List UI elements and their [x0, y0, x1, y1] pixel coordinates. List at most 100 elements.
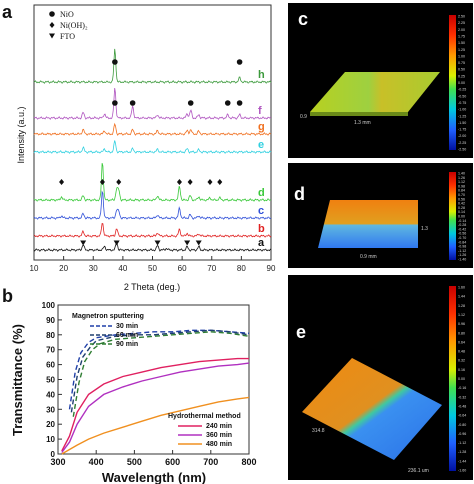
afm-d-surface: [318, 200, 418, 248]
xrd-series-label-e: e: [258, 139, 264, 151]
nio-marker: [187, 100, 194, 106]
afm-panel-e: e 314.8 236.1 um 1.60 1.44 1.28 1.12 0.96 0.8…: [288, 275, 473, 480]
fto-marker: [80, 240, 87, 246]
transmittance-y-tick-label: 40: [46, 390, 55, 399]
xrd-y-axis-label: Intensity (a.u.): [16, 106, 26, 163]
nio-marker: [112, 59, 118, 65]
transmittance-plot-frame: [57, 304, 250, 455]
colorbar-tick-label: 0.42: [458, 202, 465, 206]
transmittance-y-tick-label: 100: [42, 301, 56, 310]
colorbar-tick-label: 0.00: [458, 81, 465, 85]
colorbar-tick-label: 0.16: [458, 368, 465, 372]
afm-c-surface: [310, 72, 440, 112]
transmittance-series-480-min: [61, 396, 250, 455]
transmittance-x-axis-label: Wavelength (nm): [102, 470, 206, 484]
colorbar-tick-label: 1.25: [458, 48, 465, 52]
xrd-series-g: [33, 122, 272, 136]
afm-panel-c: c 0.9 1.3 mm 2.50 2.25 2.00 1.75 1.50 1.25 1.0…: [288, 3, 473, 158]
legend-entry-label: 240 min: [206, 423, 232, 430]
xrd-series-label-g: g: [258, 121, 265, 133]
fto-marker: [195, 240, 202, 246]
legend-entry-label: 360 min: [206, 432, 232, 439]
transmittance-y-tick-label: 50: [46, 376, 55, 385]
colorbar-tick-label: -0.96: [458, 432, 466, 436]
colorbar-tick-label: 0.50: [458, 68, 465, 72]
xrd-series-label-d: d: [258, 187, 265, 199]
afm-c-y-label: 0.9: [300, 114, 307, 120]
nio-marker: [236, 100, 243, 106]
xrd-x-tick-label: 10: [30, 264, 39, 273]
nio-marker-legend: [49, 11, 55, 17]
colorbar-tick-label: -0.42: [458, 227, 466, 231]
colorbar-tick-label: -0.98: [458, 245, 466, 249]
colorbar-tick-label: 0.84: [458, 189, 465, 193]
colorbar-tick-label: 0.56: [458, 197, 465, 201]
afm-c-edge: [310, 112, 408, 116]
xrd-x-tick-label: 70: [207, 264, 216, 273]
afm-e-colorbar: [449, 286, 456, 471]
colorbar-tick-label: -1.12: [458, 441, 466, 445]
nio-marker: [129, 100, 136, 106]
nioh2-marker: [207, 179, 213, 185]
xrd-series-d: [33, 162, 272, 202]
xrd-x-tick-label: 20: [59, 264, 68, 273]
colorbar-tick-label: 1.12: [458, 180, 465, 184]
colorbar-tick-label: 0.98: [458, 184, 465, 188]
transmittance-y-axis-label: Transmittance (%): [10, 324, 25, 436]
transmittance-y-tick-label: 90: [46, 316, 55, 325]
nioh2-marker-legend: [49, 22, 55, 28]
colorbar-tick-label: 1.60: [458, 286, 465, 290]
fto-marker: [154, 240, 161, 246]
colorbar-tick-label: 0.28: [458, 206, 465, 210]
colorbar-tick-label: 0.32: [458, 359, 465, 363]
legend-entry-label: 480 min: [206, 441, 232, 448]
legend-hydrothermal-title: Hydrothermal method: [168, 413, 241, 420]
colorbar-tick-label: -1.50: [458, 121, 466, 125]
colorbar-tick-label: -2.00: [458, 134, 466, 138]
colorbar-tick-label: -0.16: [458, 386, 466, 390]
afm-e-surface: [302, 358, 442, 460]
colorbar-tick-label: -0.70: [458, 236, 466, 240]
colorbar-tick-label: -0.50: [458, 94, 466, 98]
nio-marker: [236, 59, 243, 65]
transmittance-series-90-min: [72, 331, 250, 417]
colorbar-tick-label: -0.14: [458, 219, 466, 223]
colorbar-tick-label: 0.00: [458, 215, 465, 219]
nioh2-marker: [187, 179, 193, 185]
colorbar-tick-label: 0.14: [458, 210, 465, 214]
xrd-series-e: [33, 140, 272, 154]
colorbar-tick-label: 0.80: [458, 331, 465, 335]
xrd-legend: NiO Ni(OH)₂ FTO: [49, 10, 88, 41]
fto-marker: [184, 240, 191, 246]
colorbar-tick-label: 1.12: [458, 313, 465, 317]
nioh2-marker: [99, 179, 105, 185]
xrd-series-f: [33, 87, 272, 120]
transmittance-y-tick-label: 80: [46, 331, 55, 340]
xrd-series-label-a: a: [258, 237, 265, 249]
colorbar-tick-label: 0.25: [458, 74, 465, 78]
xrd-series-a: [33, 242, 272, 252]
transmittance-y-tick-label: 70: [46, 346, 55, 355]
nioh2-marker: [176, 179, 182, 185]
legend-entry-label: 60 min: [116, 332, 138, 339]
colorbar-tick-label: 1.75: [458, 34, 465, 38]
colorbar-tick-label: 0.64: [458, 340, 465, 344]
colorbar-tick-label: -1.26: [458, 253, 466, 257]
transmittance-y-tick-label: 0: [51, 450, 56, 459]
colorbar-tick-label: 2.25: [458, 21, 465, 25]
xrd-legend-label: FTO: [60, 32, 75, 41]
afm-panel-d: d 1.3 0.9 mm 1.401.261.120.980.840.700.5…: [288, 163, 473, 268]
colorbar-tick-label: -1.44: [458, 459, 466, 463]
colorbar-tick-label: -0.28: [458, 223, 466, 227]
xrd-series-label-b: b: [258, 223, 265, 235]
xrd-x-tick-label: 60: [178, 264, 187, 273]
xrd-x-tick-label: 80: [237, 264, 246, 273]
afm-d-colorbar: [449, 172, 456, 260]
transmittance-y-tick-label: 10: [46, 435, 55, 444]
legend-entry-label: 30 min: [116, 323, 138, 330]
fto-marker-legend: [49, 33, 55, 39]
colorbar-tick-label: -1.28: [458, 450, 466, 454]
xrd-legend-label: Ni(OH)₂: [60, 21, 88, 30]
